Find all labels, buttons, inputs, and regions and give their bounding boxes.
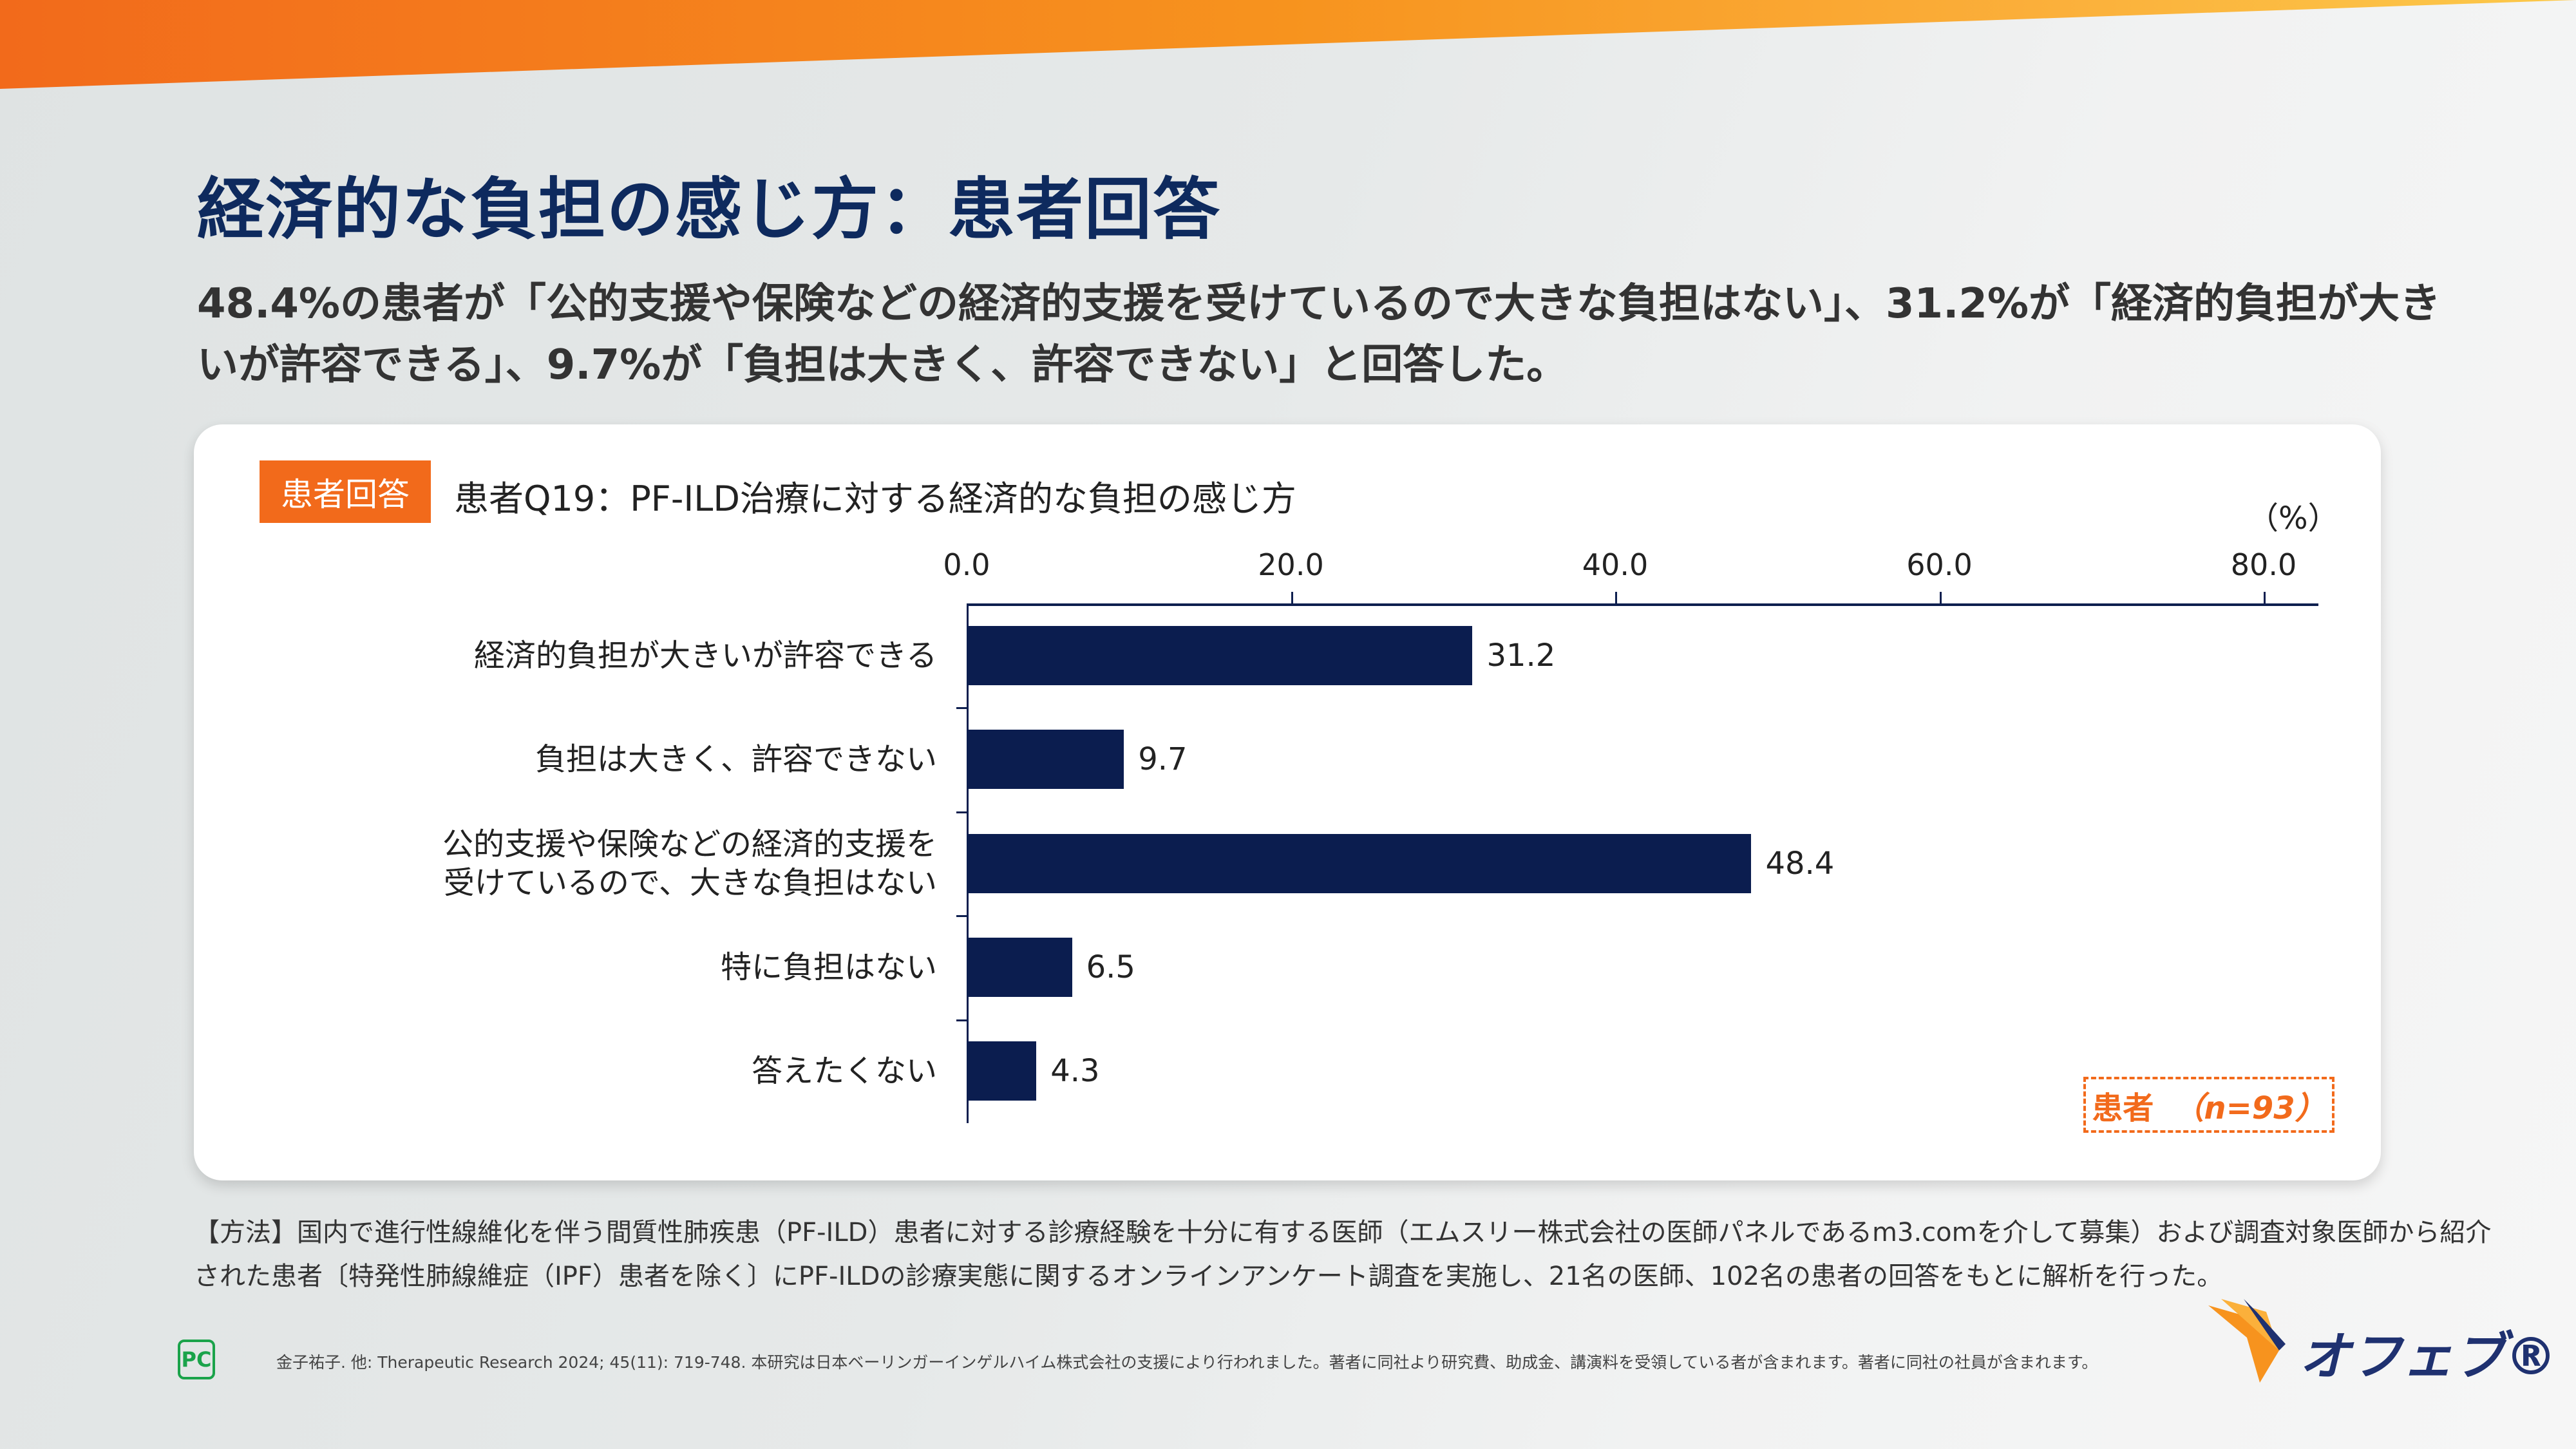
- x-tick-label: 20.0: [1258, 547, 1324, 582]
- bar: [967, 1041, 1037, 1101]
- n-label: 患者: [2092, 1090, 2154, 1126]
- bar: [967, 730, 1124, 790]
- patient-badge: 患者回答: [260, 460, 431, 523]
- bar: [967, 833, 1752, 893]
- footnote: 金子祐子. 他: Therapeutic Research 2024; 45(1…: [276, 1353, 2098, 1372]
- unit-label: （%）: [2248, 500, 2339, 536]
- n-value: （n=93）: [2173, 1090, 2326, 1126]
- page-title: 経済的な負担の感じ方：患者回答: [197, 170, 1222, 249]
- logo-icon: [2208, 1299, 2286, 1383]
- y-tick-mark: [956, 811, 967, 813]
- category-label: 特に負担はない: [720, 949, 937, 985]
- x-tick-label: 0.0: [943, 547, 990, 582]
- x-tick-mark: [2264, 592, 2266, 603]
- sample-size-box: 患者 （n=93）: [2083, 1077, 2334, 1133]
- x-tick-label: 60.0: [1906, 547, 1973, 582]
- category-label: 答えたくない: [751, 1053, 937, 1090]
- x-tick-mark: [1939, 592, 1942, 603]
- method-text: 【方法】国内で進行性線維化を伴う間質性肺疾患（PF-ILD）患者に対する診療経験…: [194, 1218, 2492, 1291]
- data-label: 31.2: [1486, 637, 1556, 674]
- x-tick-mark: [1615, 592, 1617, 603]
- x-tick-label: 40.0: [1582, 547, 1649, 582]
- y-tick-mark: [956, 915, 967, 918]
- category-label: 負担は大きく、許容できない: [535, 741, 937, 778]
- pc-icon: PC: [178, 1340, 215, 1379]
- category-label: 公的支援や保険などの経済的支援を 受けているので、大きな負担はない: [442, 826, 937, 901]
- category-label: 経済的負担が大きいが許容できる: [473, 637, 937, 674]
- x-axis-line: [967, 603, 2318, 606]
- data-label: 4.3: [1050, 1053, 1100, 1090]
- bar: [967, 625, 1473, 685]
- y-tick-mark: [956, 1019, 967, 1021]
- chart-title: 患者Q19：PF-ILD治療に対する経済的な負担の感じ方: [454, 478, 1296, 519]
- x-tick-mark: [1291, 592, 1293, 603]
- page-subtitle: 48.4%の患者が「公的支援や保険などの経済的支援を受けているので大きな負担はな…: [197, 280, 2441, 389]
- chart-card: [194, 424, 2381, 1180]
- y-tick-mark: [956, 707, 967, 710]
- header-band: [0, 0, 2576, 89]
- x-tick-label: 80.0: [2230, 547, 2297, 582]
- logo-text: オフェブ®: [2299, 1327, 2557, 1387]
- data-label: 9.7: [1138, 741, 1188, 778]
- bar: [967, 937, 1072, 997]
- data-label: 48.4: [1765, 845, 1835, 882]
- data-label: 6.5: [1086, 949, 1135, 985]
